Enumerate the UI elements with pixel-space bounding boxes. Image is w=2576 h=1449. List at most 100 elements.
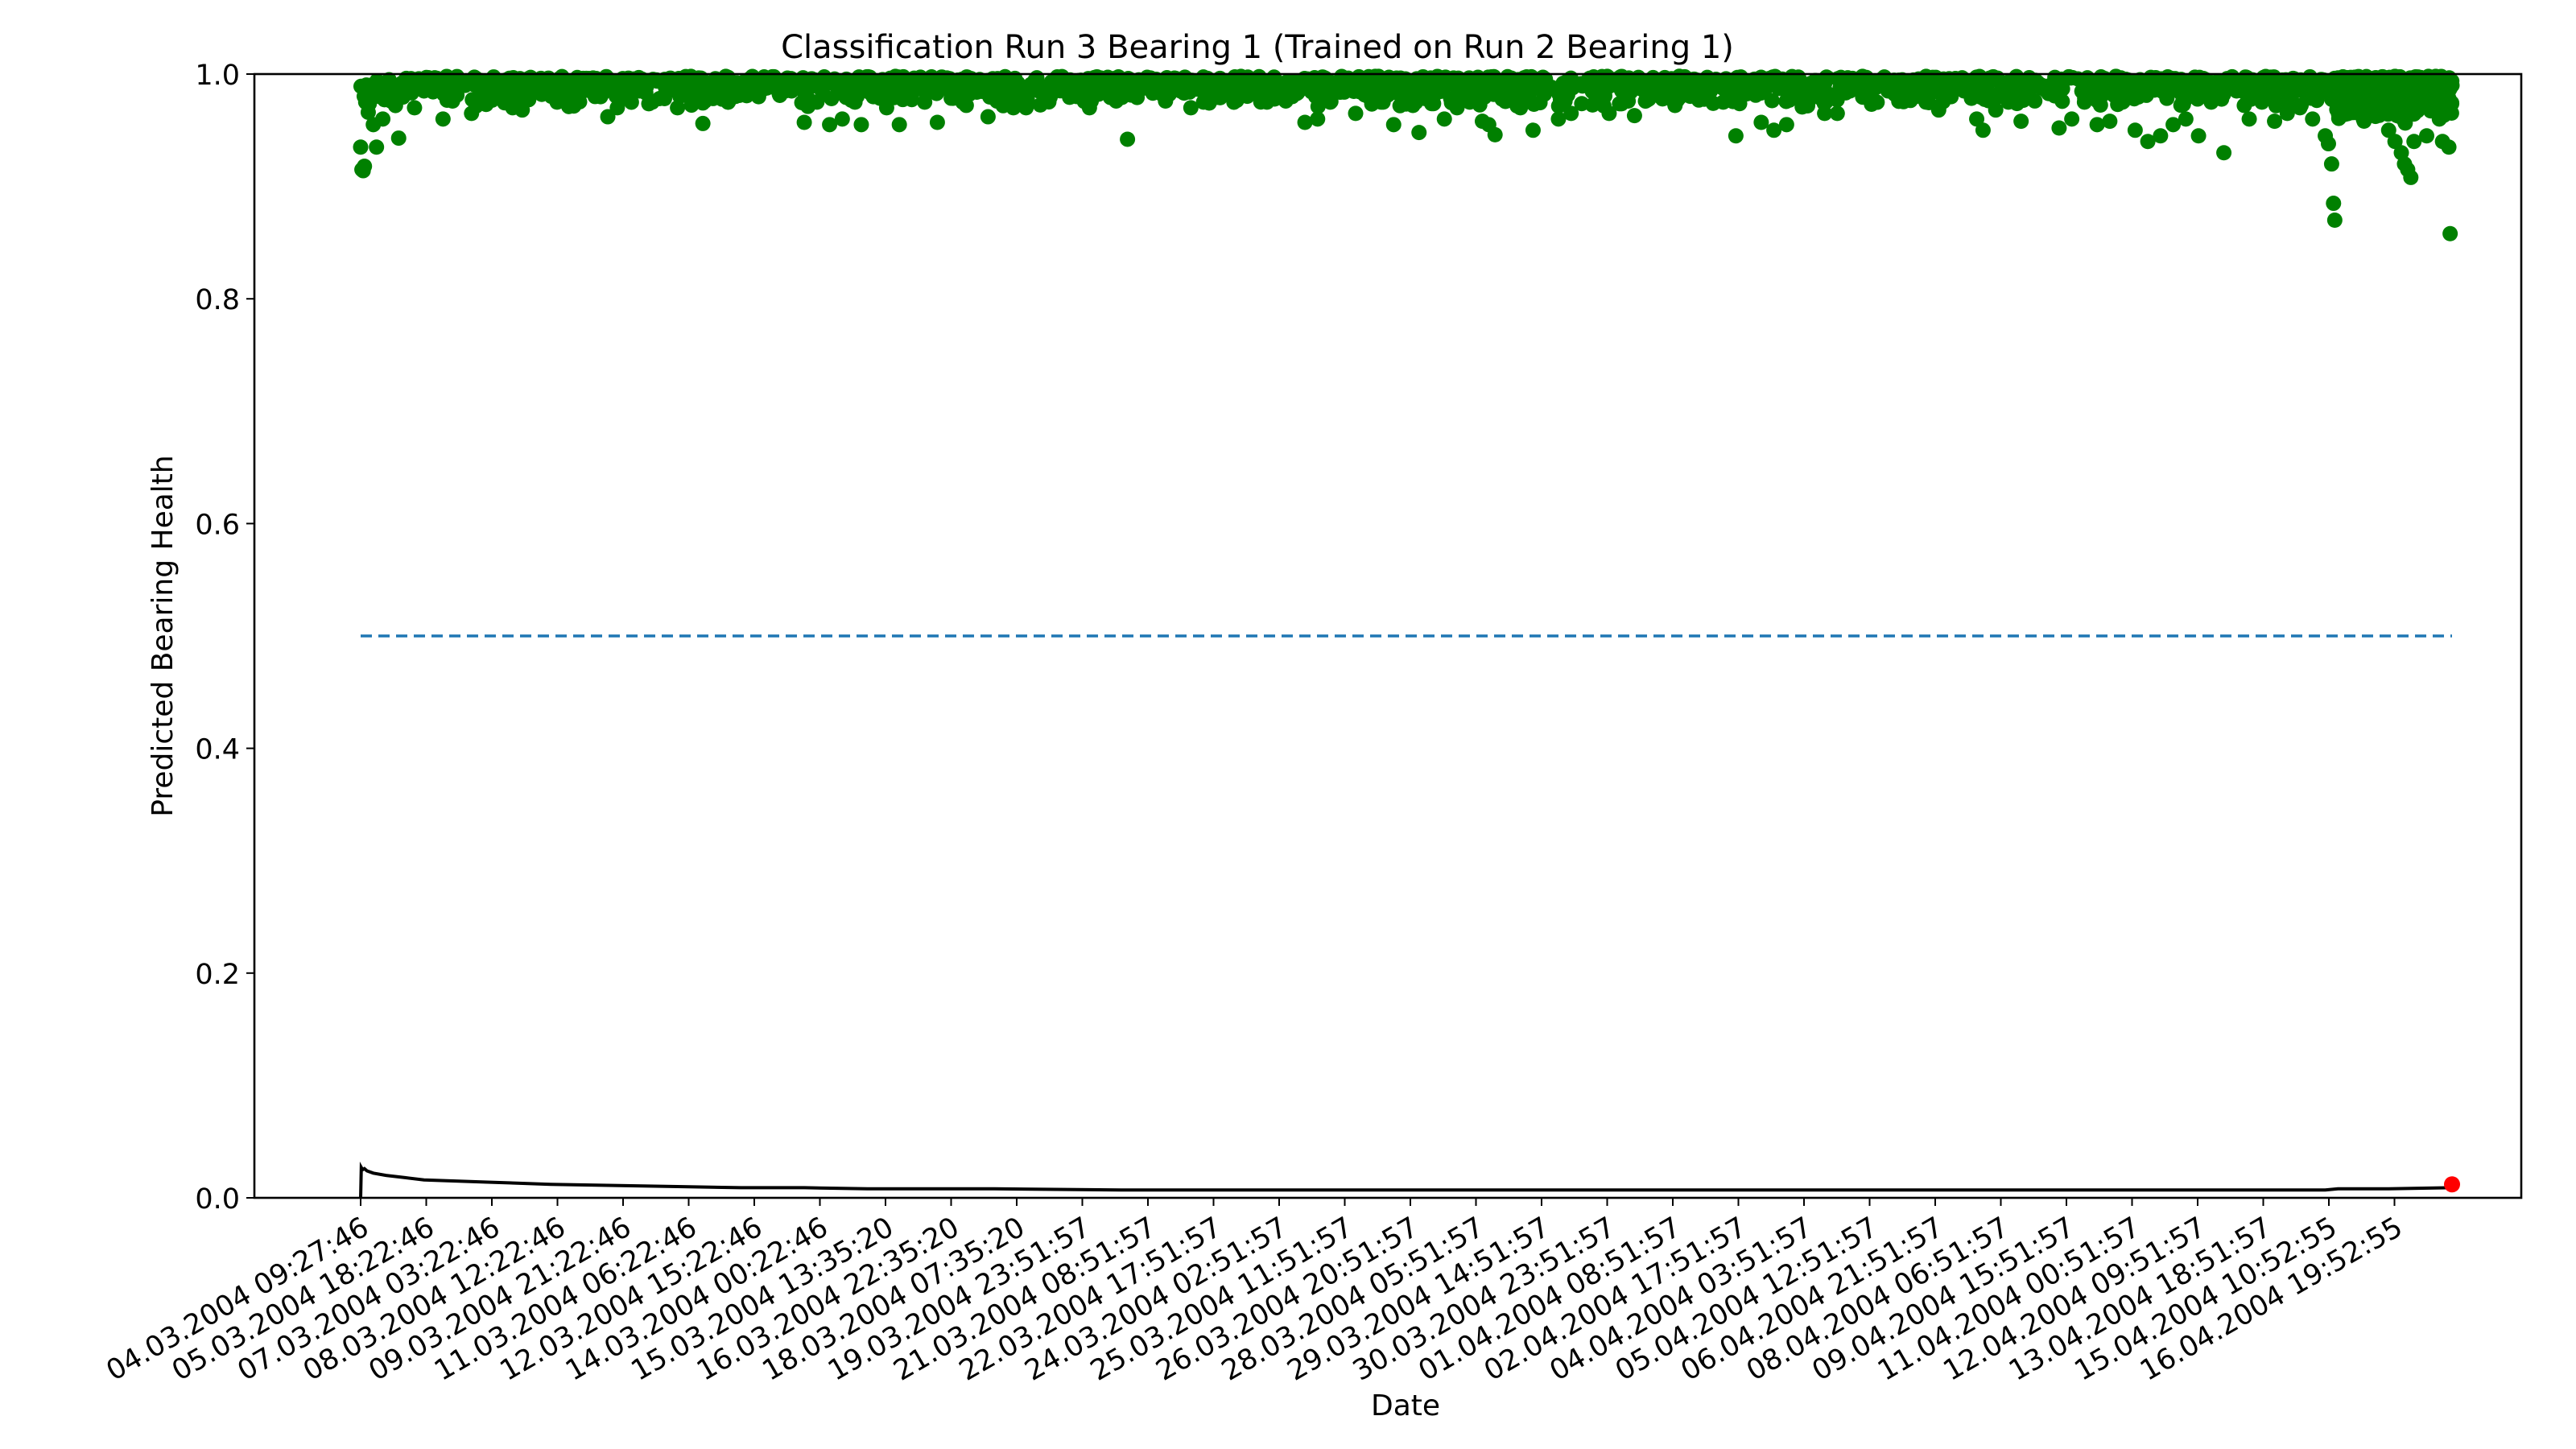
health-point <box>2252 76 2268 93</box>
health-point <box>670 100 686 116</box>
health-point <box>481 73 497 89</box>
y-tick-label: 0.8 <box>195 284 240 316</box>
health-point <box>878 100 894 116</box>
health-point <box>1725 79 1741 95</box>
health-point <box>1487 126 1503 142</box>
health-point <box>1500 83 1516 99</box>
health-point <box>1740 83 1757 99</box>
health-point <box>1639 83 1655 99</box>
health-point <box>1665 77 1681 93</box>
health-point <box>1233 74 1249 90</box>
health-point <box>407 100 423 116</box>
health-point <box>1094 75 1110 91</box>
health-point <box>2079 70 2095 86</box>
health-point <box>2330 83 2346 99</box>
health-point <box>353 139 369 155</box>
health-point <box>2027 93 2043 109</box>
health-point <box>1158 93 1174 109</box>
health-point <box>1893 89 1909 105</box>
y-tick-label: 0.2 <box>195 959 240 991</box>
health-point <box>1550 111 1567 127</box>
y-axis-label: Predicted Bearing Health <box>147 455 180 816</box>
health-point <box>1703 83 1719 99</box>
health-point <box>1208 77 1224 93</box>
health-point <box>980 109 996 125</box>
health-point <box>1778 93 1794 109</box>
health-point <box>2406 134 2422 150</box>
health-point <box>657 75 673 91</box>
health-point <box>1791 89 1807 105</box>
health-point <box>783 83 799 99</box>
health-point <box>2254 94 2270 110</box>
health-point <box>2336 100 2352 116</box>
health-point <box>1817 105 1833 122</box>
health-point <box>1410 89 1426 105</box>
health-point <box>2305 111 2321 127</box>
health-point <box>929 114 945 130</box>
health-point <box>2214 78 2230 94</box>
health-point <box>435 111 451 127</box>
health-point <box>1436 111 1452 127</box>
health-point <box>1670 92 1686 108</box>
health-point <box>1574 96 1590 112</box>
health-point <box>2241 111 2257 127</box>
health-point <box>2309 93 2325 109</box>
health-point <box>2113 70 2129 86</box>
health-point <box>2441 139 2457 155</box>
health-point <box>2128 87 2144 103</box>
health-point <box>796 114 812 130</box>
health-point <box>1728 128 1744 144</box>
health-point <box>1371 70 1387 86</box>
health-point <box>2076 94 2092 110</box>
health-point <box>2013 114 2029 130</box>
health-point <box>1170 77 1187 93</box>
health-point <box>2228 83 2244 99</box>
health-point <box>631 83 647 99</box>
health-point <box>524 77 540 93</box>
health-point <box>1652 74 1668 90</box>
health-point <box>2140 134 2156 150</box>
health-point <box>1195 94 1212 110</box>
health-point <box>2292 100 2308 116</box>
y-axis: 0.0 0.2 0.4 0.6 0.8 1.0 <box>195 60 254 1216</box>
health-point <box>1804 77 1820 93</box>
health-point <box>619 77 635 93</box>
health-point <box>733 77 749 93</box>
health-point <box>852 70 868 86</box>
health-point <box>1526 97 1542 113</box>
health-point <box>2387 134 2403 150</box>
health-point <box>1145 85 1161 101</box>
health-point <box>917 94 933 110</box>
health-point <box>1575 77 1591 93</box>
health-point <box>1308 80 1324 96</box>
health-point <box>2343 77 2359 93</box>
health-point <box>1815 80 1831 96</box>
health-point <box>1030 83 1046 99</box>
health-point <box>1833 69 1849 85</box>
health-point <box>2025 77 2041 93</box>
health-point <box>1523 68 1539 85</box>
health-point <box>809 94 825 110</box>
health-point <box>1398 96 1414 112</box>
health-point <box>2349 91 2365 107</box>
y-tick-label: 1.0 <box>195 60 240 92</box>
health-point <box>2238 69 2254 85</box>
health-point <box>1462 94 1478 110</box>
health-point <box>847 94 863 110</box>
health-point <box>2178 111 2194 127</box>
health-point <box>1513 100 1529 116</box>
health-point <box>1348 105 1364 122</box>
health-point <box>454 77 470 93</box>
health-point <box>1132 77 1148 93</box>
failure-point <box>2444 1176 2460 1193</box>
health-point <box>695 115 711 131</box>
health-point <box>1382 77 1398 93</box>
health-point <box>708 80 724 96</box>
health-point <box>682 74 698 90</box>
health-point <box>514 102 530 118</box>
health-point <box>1398 83 1414 99</box>
health-point <box>1868 74 1884 90</box>
health-point <box>1956 83 1972 99</box>
